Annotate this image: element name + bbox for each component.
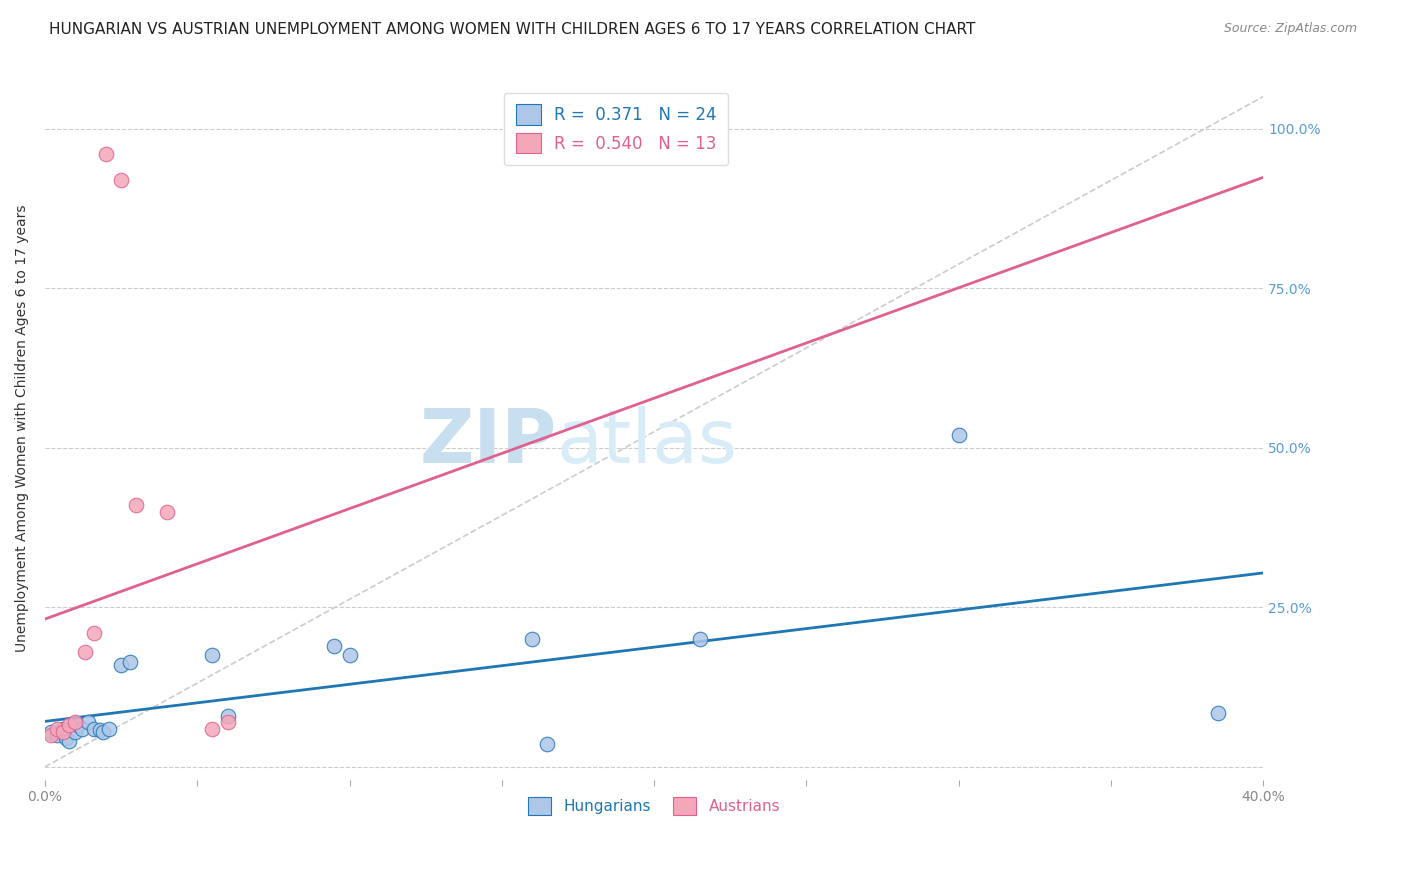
Point xyxy=(110,657,132,672)
Point xyxy=(97,722,120,736)
Point xyxy=(83,625,105,640)
Point xyxy=(58,734,80,748)
Point xyxy=(52,722,75,736)
Point xyxy=(58,718,80,732)
Text: ZIP: ZIP xyxy=(419,406,557,479)
Point xyxy=(110,172,132,186)
Point xyxy=(1206,706,1229,720)
Text: Source: ZipAtlas.com: Source: ZipAtlas.com xyxy=(1223,22,1357,36)
Point xyxy=(323,639,346,653)
Point xyxy=(94,147,117,161)
Point xyxy=(83,722,105,736)
Y-axis label: Unemployment Among Women with Children Ages 6 to 17 years: Unemployment Among Women with Children A… xyxy=(15,205,30,652)
Point xyxy=(948,428,970,442)
Point xyxy=(217,708,239,723)
Point xyxy=(73,645,96,659)
Point xyxy=(65,715,87,730)
Point xyxy=(91,724,114,739)
Point xyxy=(67,718,90,732)
Point xyxy=(201,722,224,736)
Point xyxy=(536,738,558,752)
Point xyxy=(52,724,75,739)
Legend: Hungarians, Austrians: Hungarians, Austrians xyxy=(519,788,789,824)
Point xyxy=(76,715,98,730)
Text: HUNGARIAN VS AUSTRIAN UNEMPLOYMENT AMONG WOMEN WITH CHILDREN AGES 6 TO 17 YEARS : HUNGARIAN VS AUSTRIAN UNEMPLOYMENT AMONG… xyxy=(49,22,976,37)
Point xyxy=(46,722,69,736)
Point xyxy=(156,504,179,518)
Text: atlas: atlas xyxy=(557,406,738,479)
Point xyxy=(689,632,711,647)
Point xyxy=(201,648,224,662)
Point xyxy=(65,724,87,739)
Point xyxy=(522,632,544,647)
Point xyxy=(55,731,77,745)
Point xyxy=(339,648,361,662)
Point xyxy=(39,728,62,742)
Point xyxy=(125,498,148,512)
Point xyxy=(217,715,239,730)
Point xyxy=(70,722,93,736)
Point xyxy=(89,723,111,737)
Point xyxy=(39,724,62,739)
Point xyxy=(120,655,142,669)
Point xyxy=(46,728,69,742)
